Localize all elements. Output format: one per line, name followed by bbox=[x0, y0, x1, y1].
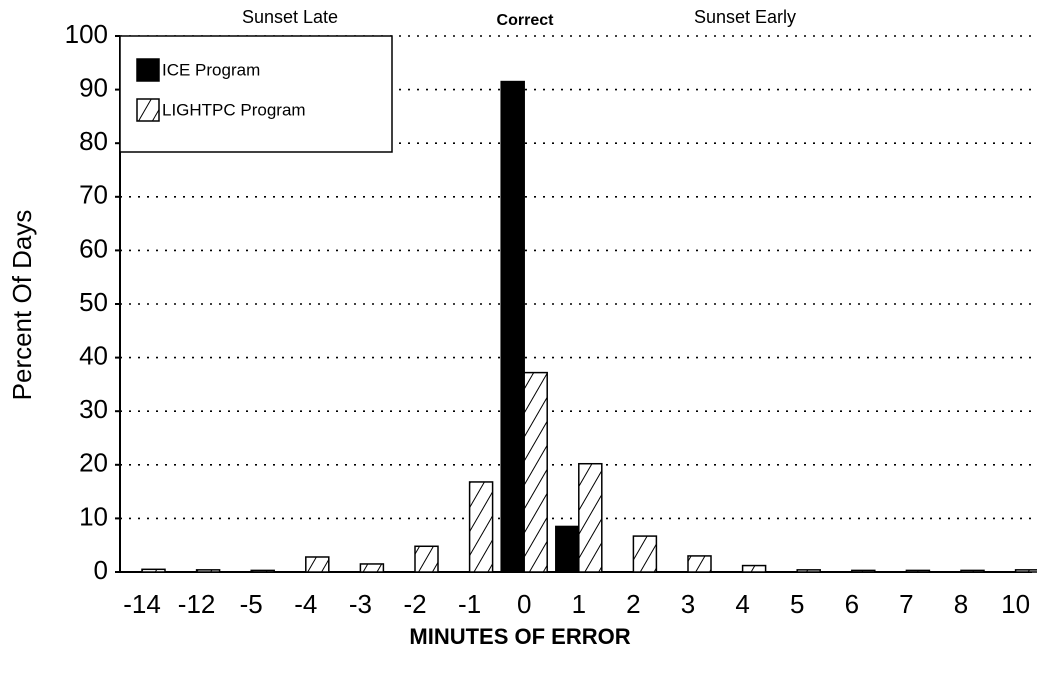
legend-swatch bbox=[136, 98, 160, 122]
bars bbox=[141, 80, 1037, 573]
x-tick-label: -5 bbox=[240, 589, 263, 619]
y-tick-label: 20 bbox=[79, 448, 108, 478]
x-tick-label: 7 bbox=[899, 589, 913, 619]
bar bbox=[523, 371, 548, 573]
bar bbox=[555, 525, 580, 573]
bar bbox=[195, 569, 221, 573]
y-tick-label: 70 bbox=[79, 180, 108, 210]
y-tick-label: 0 bbox=[94, 555, 108, 585]
y-tick-label: 60 bbox=[79, 233, 108, 263]
bar bbox=[305, 556, 330, 573]
bar bbox=[960, 569, 985, 573]
y-tick-label: 90 bbox=[79, 72, 108, 102]
x-tick-label: -4 bbox=[294, 589, 317, 619]
bar bbox=[500, 80, 525, 573]
bar bbox=[578, 462, 603, 573]
y-tick-label: 40 bbox=[79, 340, 108, 370]
x-tick-label: -3 bbox=[349, 589, 372, 619]
x-tick-label: -2 bbox=[403, 589, 426, 619]
bar bbox=[468, 481, 494, 573]
legend-box bbox=[119, 35, 393, 153]
annotation: Sunset Early bbox=[694, 7, 796, 27]
bar bbox=[250, 569, 275, 573]
y-tick-label: 100 bbox=[65, 19, 108, 49]
x-tick-label: 0 bbox=[517, 589, 531, 619]
bar bbox=[1014, 569, 1037, 573]
x-tick-label: 10 bbox=[1001, 589, 1030, 619]
x-tick-label: -12 bbox=[178, 589, 216, 619]
legend: ICE Program LIGHTPC Program bbox=[119, 35, 393, 153]
x-axis-label: MINUTES OF ERROR bbox=[409, 624, 630, 649]
bar bbox=[687, 555, 712, 573]
annotation: Sunset Late bbox=[242, 7, 338, 27]
x-tick-label: -1 bbox=[458, 589, 481, 619]
bar bbox=[905, 569, 931, 573]
legend-label: LIGHTPC Program bbox=[162, 100, 306, 119]
y-tick-label: 30 bbox=[79, 394, 108, 424]
grid: 0 10 20 30 40 50 60 70 80 90 100 -14 -12 -5 -4 -3 -2 -1 0 1… bbox=[65, 19, 1032, 619]
x-tick-label: 4 bbox=[735, 589, 749, 619]
bar bbox=[141, 568, 166, 573]
bar bbox=[851, 569, 876, 573]
x-tick-label: -14 bbox=[123, 589, 161, 619]
bar bbox=[741, 564, 767, 573]
y-axis-label: Percent Of Days bbox=[7, 210, 37, 401]
y-tick-label: 80 bbox=[79, 126, 108, 156]
bar bbox=[796, 569, 821, 573]
x-tick-label: 8 bbox=[954, 589, 968, 619]
x-tick-label: 1 bbox=[572, 589, 586, 619]
x-tick-label: 3 bbox=[681, 589, 695, 619]
bar bbox=[632, 535, 658, 573]
x-tick-label: 2 bbox=[626, 589, 640, 619]
legend-label: ICE Program bbox=[162, 60, 260, 79]
bar bbox=[414, 545, 439, 573]
x-tick-label: 5 bbox=[790, 589, 804, 619]
y-tick-label: 50 bbox=[79, 287, 108, 317]
bar bbox=[359, 563, 385, 573]
annotation: Correct bbox=[497, 12, 555, 29]
y-tick-label: 10 bbox=[79, 501, 108, 531]
x-tick-label: 6 bbox=[845, 589, 859, 619]
legend-swatch bbox=[136, 58, 160, 82]
